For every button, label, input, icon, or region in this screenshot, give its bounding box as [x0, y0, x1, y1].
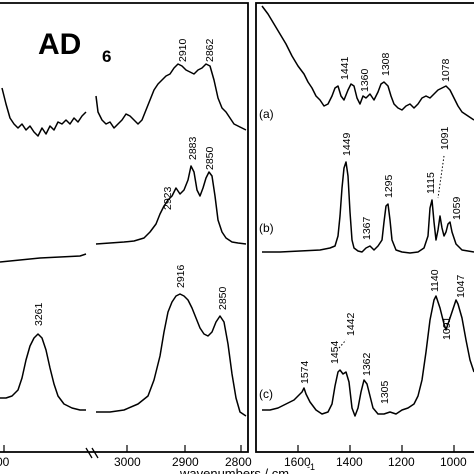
axis-break-marks — [85, 447, 99, 459]
x-axis-label: wavenumbers / cm -1 — [179, 462, 315, 474]
peak-label: 1295 — [383, 174, 395, 198]
left-tick-label: 2800 — [225, 455, 252, 469]
left-trace-b — [0, 165, 247, 263]
peak-label: 1091 — [441, 316, 453, 340]
leader-line-1091-b — [437, 155, 445, 199]
left-panel-frame — [0, 2, 249, 453]
right-trace-a — [261, 5, 474, 121]
peak-label: 2923 — [162, 186, 174, 210]
left-tick-label: 2900 — [172, 455, 199, 469]
peak-label: 2850 — [217, 286, 229, 310]
peak-label: 1449 — [341, 132, 353, 156]
trace-label-a: (a) — [259, 107, 274, 121]
right-tick-label: 1200 — [388, 455, 415, 469]
peak-label: 1442 — [345, 312, 357, 336]
peak-label: 2862 — [204, 38, 216, 62]
right-x-ticks: 1600 1400 1200 1000 — [284, 445, 467, 469]
right-trace-b — [262, 161, 474, 254]
x-axis-label-exponent: -1 — [307, 462, 315, 472]
right-tick-label: 1600 — [284, 455, 311, 469]
peak-label: 3261 — [33, 302, 45, 326]
peak-label: 2916 — [175, 264, 187, 288]
chart-title: AD — [38, 28, 81, 61]
trace-label-b: (b) — [259, 221, 274, 235]
peak-label: 1115 — [425, 172, 437, 194]
left-tick-label: 3000 — [114, 455, 141, 469]
peak-label: 1454 — [329, 340, 341, 364]
right-tick-label: 1400 — [336, 455, 363, 469]
peak-label: 2910 — [177, 38, 189, 62]
peak-label: 1059 — [451, 196, 463, 220]
peak-labels: 2910 2862 2923 2883 2850 3261 2916 2850 … — [33, 38, 467, 404]
peak-label: 1308 — [380, 52, 392, 76]
left-trace-c — [0, 293, 247, 417]
left-x-ticks: 00 3000 2900 2800 — [0, 445, 252, 469]
peak-label: 1140 — [429, 269, 441, 292]
peak-label: 1305 — [379, 380, 391, 404]
peak-label: 1362 — [361, 352, 373, 376]
x-axis-label-text: wavenumbers / cm — [179, 466, 289, 474]
peak-label: 1574 — [299, 360, 311, 384]
left-tick-label: 00 — [0, 455, 10, 469]
peak-label: 2883 — [187, 136, 199, 160]
peak-label: 1441 — [339, 56, 351, 80]
right-trace-c — [262, 295, 474, 417]
right-panel-frame — [255, 2, 474, 453]
peak-label: 1360 — [359, 68, 371, 92]
left-trace-a-segment-2 — [95, 63, 247, 131]
peak-label: 1047 — [455, 274, 467, 298]
left-trace-a-segment-1 — [1, 87, 87, 137]
peak-label: 2850 — [204, 146, 216, 170]
peak-label: 1091 — [439, 126, 451, 150]
peak-label: 1367 — [361, 216, 373, 240]
right-tick-label: 1000 — [440, 455, 467, 469]
peak-label: 1078 — [440, 58, 452, 82]
chart-title-subscript: 6 — [102, 47, 111, 66]
trace-label-c: (c) — [259, 387, 273, 401]
